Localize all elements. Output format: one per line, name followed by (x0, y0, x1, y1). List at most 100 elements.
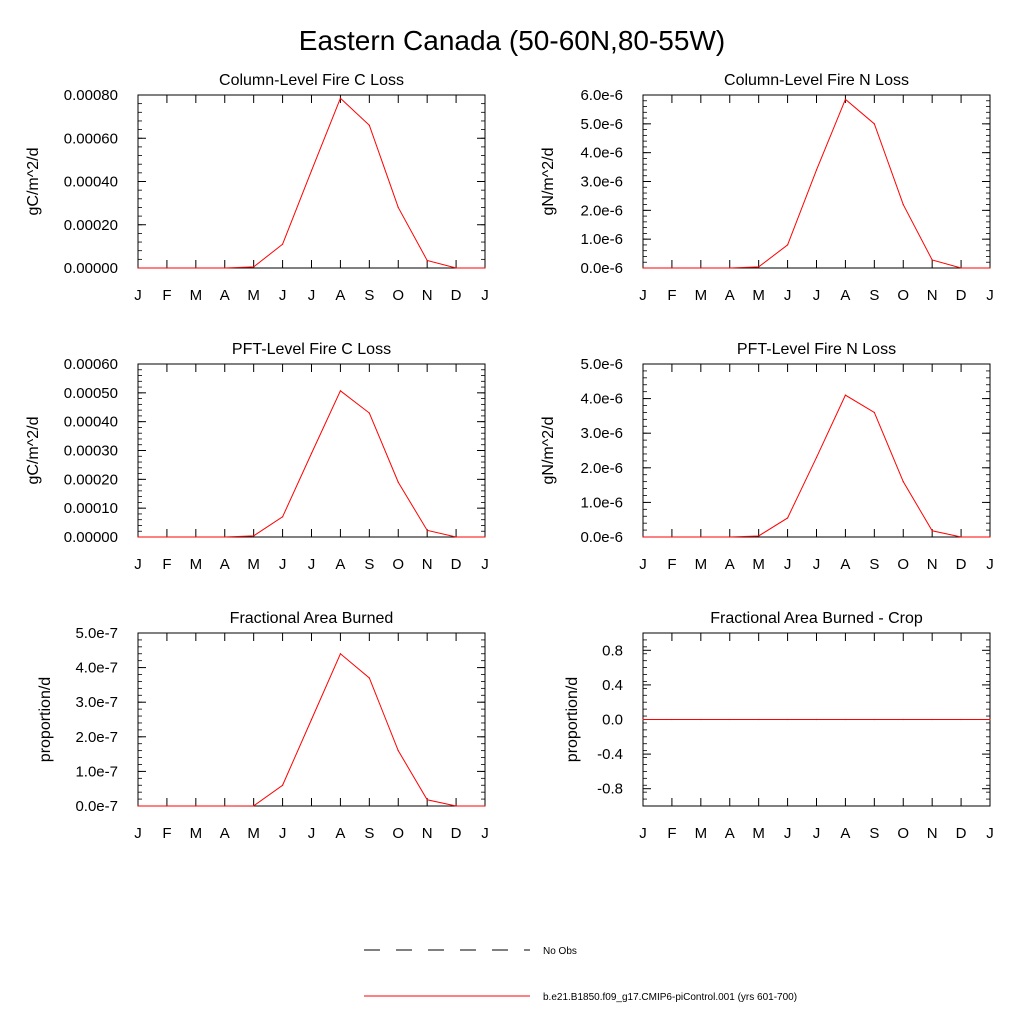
x-tick-label: A (840, 825, 850, 842)
data-point (902, 203, 904, 206)
data-point (989, 536, 991, 538)
x-tick-label: J (784, 556, 792, 573)
y-tick-label: 4.0e-6 (580, 145, 623, 162)
data-point (729, 267, 731, 269)
x-tick-label: S (869, 825, 879, 842)
panel-title: Fractional Area Burned (230, 610, 394, 627)
y-tick-label: 0.00010 (64, 500, 118, 517)
y-tick-label: -0.4 (597, 746, 623, 763)
data-point (671, 536, 673, 538)
x-tick-label: J (279, 287, 287, 304)
data-point (426, 799, 428, 801)
series-line (643, 394, 990, 538)
panel-title: PFT-Level Fire N Loss (737, 341, 896, 358)
y-tick-label: 1.0e-7 (75, 763, 118, 780)
chart-panel-6: Fractional Area Burned - Crop proportion/… (564, 610, 994, 842)
y-tick-label: 0.0e-6 (580, 529, 623, 546)
panel-title: PFT-Level Fire C Loss (232, 341, 391, 358)
x-tick-label: J (986, 556, 994, 573)
data-point (815, 169, 818, 171)
data-point (484, 805, 486, 807)
x-tick-label: J (639, 556, 647, 573)
data-point (166, 805, 168, 807)
data-point (786, 244, 789, 246)
panel-title: Fractional Area Burned - Crop (710, 610, 923, 627)
plot-frame (137, 363, 486, 538)
y-tick-label: 0.00020 (64, 217, 118, 234)
data-point (224, 805, 226, 807)
x-tick-label: N (422, 556, 433, 573)
y-tick-label: 4.0e-7 (75, 660, 118, 677)
y-tick-label: 0.00000 (64, 529, 118, 546)
panel-title: Column-Level Fire C Loss (219, 72, 404, 89)
y-tick-label: 0.00040 (64, 414, 118, 431)
x-tick-label: J (986, 287, 994, 304)
data-point (137, 267, 139, 269)
figure-title: Eastern Canada (50-60N,80-55W) (299, 25, 725, 56)
x-tick-label: N (422, 287, 433, 304)
data-point (786, 517, 789, 519)
x-tick-label: J (481, 287, 489, 304)
x-tick-label: D (956, 556, 967, 573)
data-point (873, 123, 875, 125)
y-axis-label: gN/m^2/d (540, 148, 557, 216)
y-tick-label: 0.00060 (64, 356, 118, 373)
data-point (368, 124, 370, 126)
data-point (339, 390, 342, 392)
x-tick-label: J (481, 825, 489, 842)
legend-label-no-obs: No Obs (543, 946, 577, 957)
x-tick-label: F (162, 287, 171, 304)
y-tick-label: 2.0e-6 (580, 460, 623, 477)
x-tick-label: M (752, 556, 765, 573)
x-tick-label: J (134, 556, 142, 573)
y-tick-label: 5.0e-6 (580, 116, 623, 133)
x-tick-label: N (422, 825, 433, 842)
data-point (484, 536, 486, 538)
data-point (902, 481, 904, 483)
series-line (643, 98, 990, 269)
x-tick-label: J (308, 825, 316, 842)
x-tick-label: J (784, 287, 792, 304)
y-tick-label: -0.8 (597, 781, 623, 798)
y-tick-label: 0.00030 (64, 443, 118, 460)
data-point (729, 536, 731, 538)
x-tick-label: O (392, 287, 404, 304)
data-point (989, 718, 991, 721)
x-tick-label: S (364, 556, 374, 573)
x-tick-label: A (725, 825, 735, 842)
x-tick-label: J (813, 825, 821, 842)
x-tick-label: J (639, 287, 647, 304)
data-point (368, 677, 370, 679)
data-point (873, 411, 875, 414)
y-axis-label: gC/m^2/d (25, 417, 42, 485)
data-point (195, 805, 197, 807)
x-tick-label: F (162, 556, 171, 573)
x-tick-label: A (220, 556, 230, 573)
x-tick-label: A (725, 556, 735, 573)
x-tick-label: J (784, 825, 792, 842)
y-tick-label: 0.0e-7 (75, 798, 118, 815)
data-point (844, 394, 847, 396)
y-tick-label: 2.0e-7 (75, 729, 118, 746)
y-tick-label: 0.00020 (64, 471, 118, 488)
x-tick-label: M (190, 825, 203, 842)
data-point (960, 267, 962, 269)
y-tick-label: 0.00080 (64, 87, 118, 104)
data-point (484, 267, 486, 269)
data-point (339, 97, 342, 99)
data-point (642, 267, 644, 269)
data-point (873, 718, 875, 721)
x-tick-label: D (451, 287, 462, 304)
x-tick-label: O (392, 825, 404, 842)
y-tick-label: 6.0e-6 (580, 87, 623, 104)
y-tick-label: 5.0e-6 (580, 356, 623, 373)
data-point (671, 718, 673, 721)
x-tick-label: M (190, 556, 203, 573)
x-tick-label: F (162, 825, 171, 842)
x-tick-label: A (220, 825, 230, 842)
data-point (224, 536, 226, 538)
x-tick-label: J (986, 825, 994, 842)
x-tick-label: S (364, 825, 374, 842)
